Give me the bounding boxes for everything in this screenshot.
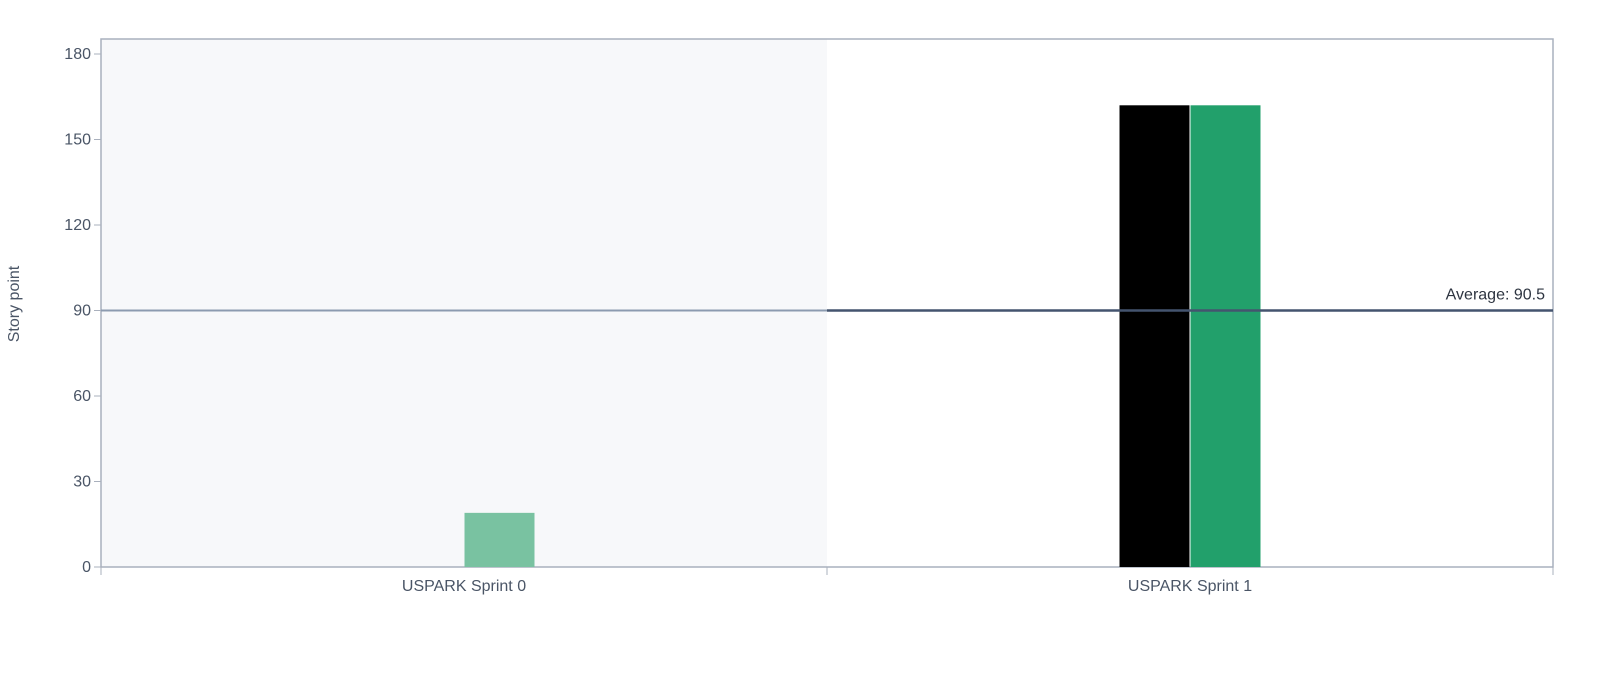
- bars-group: [464, 105, 1261, 568]
- y-tick-label: 90: [73, 303, 91, 320]
- y-axis: 0 30 60 90 120 150 180: [64, 46, 101, 576]
- x-tick-label: USPARK Sprint 0: [402, 578, 526, 595]
- bar-uspark-sprint-1-series-1[interactable]: [1190, 105, 1261, 568]
- y-tick-label: 60: [73, 388, 91, 405]
- y-tick-label: 30: [73, 474, 91, 491]
- bar-uspark-sprint-0-series-1[interactable]: [464, 512, 535, 567]
- x-tick-label: USPARK Sprint 1: [1128, 578, 1252, 595]
- x-axis: USPARK Sprint 0 USPARK Sprint 1: [100, 567, 1554, 595]
- y-axis-title: Story point: [6, 265, 23, 342]
- average-label: Average: 90.5: [1446, 287, 1545, 304]
- y-tick-label: 150: [64, 132, 91, 149]
- y-tick-label: 120: [64, 217, 91, 234]
- y-tick-label: 180: [64, 46, 91, 63]
- bar-uspark-sprint-1-series-0[interactable]: [1119, 105, 1190, 568]
- y-tick-label: 0: [82, 559, 91, 576]
- average-line-group: Average: 90.5: [101, 287, 1553, 312]
- sprint-0-band: [101, 39, 827, 567]
